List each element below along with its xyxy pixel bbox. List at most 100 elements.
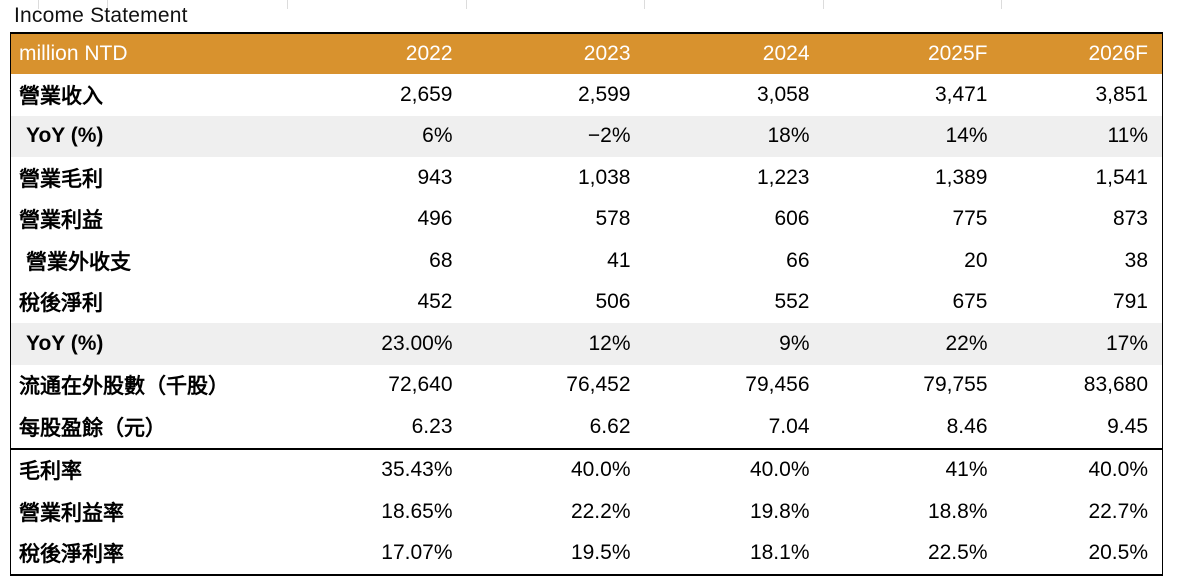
row-label: 營業外收支 bbox=[26, 250, 131, 274]
cell: 606 bbox=[774, 207, 810, 231]
cell: 18.65% bbox=[381, 499, 453, 523]
cell: 20.5% bbox=[1088, 541, 1148, 565]
cell: 8.46 bbox=[946, 414, 988, 438]
cell: 20 bbox=[964, 248, 988, 272]
table-row-gross-margin: 毛利率 35.43% 40.0% 40.0% 41% 40.0% bbox=[10, 447, 1163, 491]
cell: 2,659 bbox=[399, 82, 453, 106]
sheet-gridline-stub bbox=[38, 0, 39, 9]
cell: 79,755 bbox=[923, 373, 988, 397]
cell: 506 bbox=[595, 290, 631, 314]
table-row-gross-profit: 營業毛利 943 1,038 1,223 1,389 1,541 bbox=[11, 157, 1163, 199]
row-label: 毛利率 bbox=[10, 447, 288, 491]
header-year-2023: 2023 bbox=[466, 33, 645, 74]
row-label: 營業利益 bbox=[19, 209, 103, 233]
table-row-operating-income: 營業利益 496 578 606 775 873 bbox=[11, 199, 1163, 241]
table-row-net-income-yoy: YoY (%) 23.00% 12% 9% 22% 17% bbox=[10, 323, 1163, 365]
cell: 35.43% bbox=[287, 447, 467, 491]
cell: 76,452 bbox=[566, 373, 631, 397]
cell: 18.8% bbox=[927, 499, 988, 523]
cell: 6% bbox=[287, 115, 467, 157]
cell: 17.07% bbox=[381, 541, 453, 565]
cell: 496 bbox=[417, 207, 453, 231]
cell: 1,038 bbox=[577, 165, 631, 189]
cell: 19.8% bbox=[749, 499, 810, 523]
header-year-2026f: 2026F bbox=[1001, 33, 1163, 74]
table-row-operating-margin: 營業利益率 18.65% 22.2% 19.8% 18.8% 22.7% bbox=[11, 491, 1163, 533]
header-unit-label: million NTD bbox=[10, 33, 288, 74]
cell: 578 bbox=[595, 207, 631, 231]
cell: 22.7% bbox=[1088, 499, 1148, 523]
row-label: 每股盈餘（元） bbox=[19, 416, 166, 440]
cell: 1,541 bbox=[1095, 165, 1148, 189]
cell: 9% bbox=[644, 323, 824, 365]
table-row-net-margin: 稅後淨利率 17.07% 19.5% 18.1% 22.5% 20.5% bbox=[11, 533, 1163, 576]
cell: 12% bbox=[466, 323, 645, 365]
cell: 17% bbox=[1001, 323, 1163, 365]
cell: 3,471 bbox=[934, 82, 988, 106]
cell: 72,640 bbox=[388, 373, 453, 397]
row-label: 營業收入 bbox=[19, 84, 103, 108]
row-label: 流通在外股數（千股） bbox=[19, 375, 229, 399]
cell: 66 bbox=[786, 248, 810, 272]
cell: 38 bbox=[1124, 248, 1148, 272]
cell: 2,599 bbox=[577, 82, 631, 106]
cell: 873 bbox=[1112, 207, 1148, 231]
row-label: 稅後淨利率 bbox=[19, 543, 124, 567]
cell: 79,456 bbox=[745, 373, 810, 397]
cell: 41 bbox=[607, 248, 631, 272]
cell: −2% bbox=[466, 115, 645, 157]
cell: 943 bbox=[417, 165, 453, 189]
row-label: 營業利益率 bbox=[19, 501, 124, 525]
table-row-eps: 每股盈餘（元） 6.23 6.62 7.04 8.46 9.45 bbox=[11, 406, 1163, 449]
table-row-shares-outstanding: 流通在外股數（千股） 72,640 76,452 79,456 79,755 8… bbox=[11, 365, 1163, 407]
cell: 1,223 bbox=[756, 165, 810, 189]
cell: 40.0% bbox=[466, 447, 645, 491]
cell: 6.62 bbox=[589, 414, 631, 438]
table-row-net-income: 稅後淨利 452 506 552 675 791 bbox=[11, 282, 1163, 324]
cell: 11% bbox=[1001, 115, 1163, 157]
cell: 22.5% bbox=[927, 541, 988, 565]
cell: 14% bbox=[823, 115, 1002, 157]
page-title: Income Statement bbox=[14, 4, 188, 27]
row-label: 稅後淨利 bbox=[19, 292, 103, 316]
income-statement-table: million NTD 2022 2023 2024 2025F 2026F 營… bbox=[10, 32, 1163, 576]
sheet-gridline-stub bbox=[107, 0, 108, 9]
cell: 1,389 bbox=[934, 165, 988, 189]
sheet-gridline-stub bbox=[1001, 0, 1002, 9]
cell: 18.1% bbox=[749, 541, 810, 565]
sheet-gridline-stub bbox=[287, 0, 288, 9]
cell: 452 bbox=[417, 290, 453, 314]
cell: 19.5% bbox=[570, 541, 631, 565]
sheet-gridline-stub bbox=[644, 0, 645, 9]
cell: 7.04 bbox=[768, 414, 810, 438]
cell: 40.0% bbox=[644, 447, 824, 491]
sheet-gridline-stub bbox=[823, 0, 824, 9]
cell: 3,851 bbox=[1095, 82, 1148, 106]
cell: 791 bbox=[1112, 290, 1148, 314]
cell: 83,680 bbox=[1083, 373, 1148, 397]
cell: 675 bbox=[952, 290, 988, 314]
row-label: YoY (%) bbox=[10, 323, 288, 365]
cell: 18% bbox=[644, 115, 824, 157]
header-year-2024: 2024 bbox=[644, 33, 824, 74]
table-header-row: million NTD 2022 2023 2024 2025F 2026F bbox=[10, 33, 1163, 74]
cell: 552 bbox=[774, 290, 810, 314]
cell: 9.45 bbox=[1107, 414, 1148, 438]
header-year-2022: 2022 bbox=[287, 33, 467, 74]
cell: 22.2% bbox=[570, 499, 631, 523]
header-year-2025f: 2025F bbox=[823, 33, 1002, 74]
cell: 775 bbox=[952, 207, 988, 231]
cell: 40.0% bbox=[1001, 447, 1163, 491]
row-label: YoY (%) bbox=[10, 115, 288, 157]
cell: 41% bbox=[823, 447, 1002, 491]
cell: 23.00% bbox=[287, 323, 467, 365]
table-row-non-operating: 營業外收支 68 41 66 20 38 bbox=[11, 240, 1163, 282]
cell: 6.23 bbox=[411, 414, 453, 438]
row-label: 營業毛利 bbox=[19, 167, 103, 191]
table-row-revenue-yoy: YoY (%) 6% −2% 18% 14% 11% bbox=[10, 115, 1163, 157]
cell: 22% bbox=[823, 323, 1002, 365]
cell: 3,058 bbox=[756, 82, 810, 106]
cell: 68 bbox=[429, 248, 453, 272]
table-row-revenue: 營業收入 2,659 2,599 3,058 3,471 3,851 bbox=[11, 74, 1163, 116]
